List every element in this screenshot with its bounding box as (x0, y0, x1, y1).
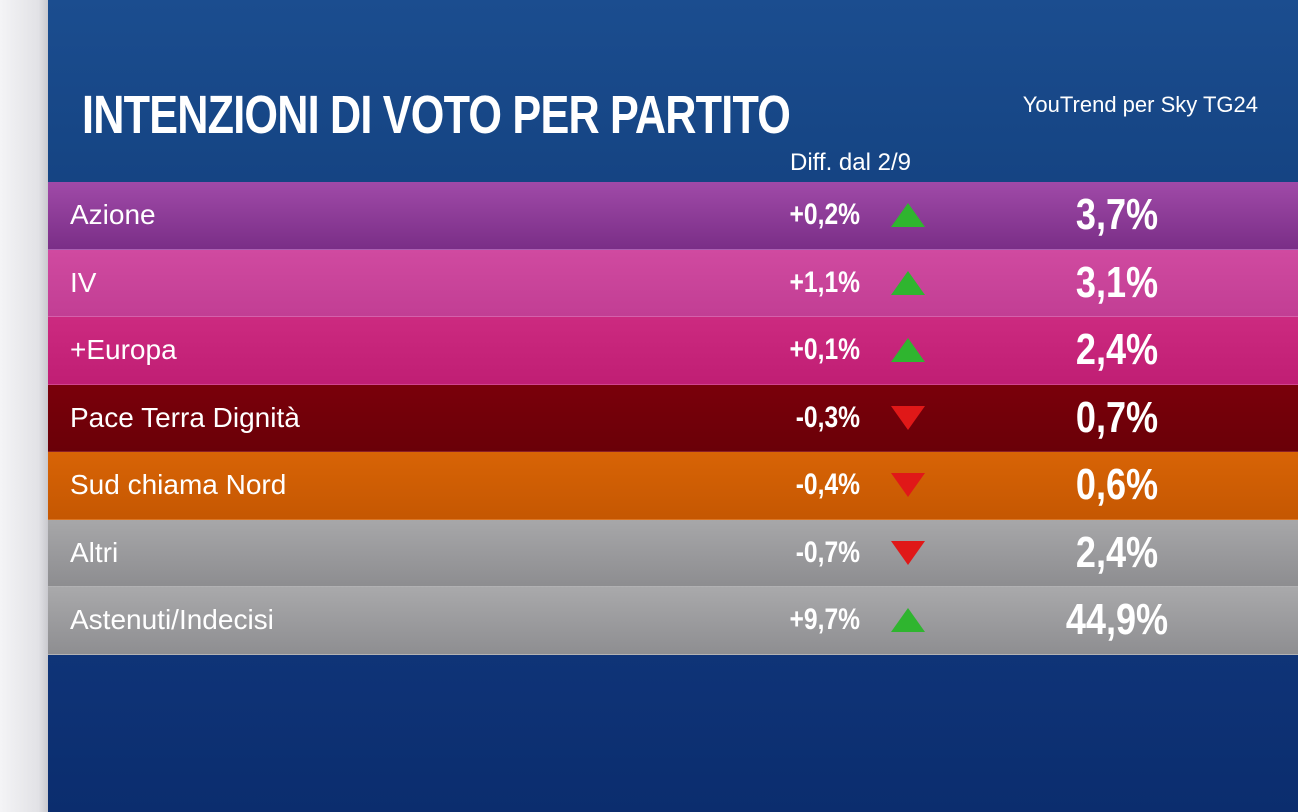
source-credit: YouTrend per Sky TG24 (1022, 92, 1258, 117)
triangle-up-shape (891, 608, 925, 633)
diff-value: +9,7% (789, 603, 860, 637)
triangle-up-shape (891, 338, 925, 363)
arrow-up-icon (891, 338, 925, 363)
arrow-down-icon (891, 473, 925, 498)
diff-value: +1,1% (789, 265, 860, 299)
triangle-down-shape (891, 540, 925, 565)
arrow-up-icon (891, 270, 925, 295)
vote-share-value: 44,9% (1065, 595, 1169, 645)
graphic-panel: INTENZIONI DI VOTO PER PARTITO YouTrend … (48, 0, 1298, 812)
party-name: IV (70, 266, 97, 298)
left-margin (0, 0, 48, 812)
party-table: Azione +0,2% 3,7% IV +1,1% 3,1% +Europa +0,1% 2,… (48, 182, 1298, 655)
vote-share-value: 0,7% (1075, 392, 1159, 442)
vote-share-value: 3,1% (1075, 257, 1159, 307)
diff-column-header: Diff. dal 2/9 (790, 149, 911, 176)
vote-share-value: 2,4% (1075, 527, 1159, 577)
vote-share-value: 2,4% (1075, 325, 1159, 375)
triangle-down-shape (891, 473, 925, 498)
triangle-up-shape (891, 270, 925, 295)
party-name: Sud chiama Nord (70, 469, 287, 501)
diff-value: -0,4% (795, 468, 860, 502)
vote-share-value: 0,6% (1075, 460, 1159, 510)
party-name: Pace Terra Dignità (70, 401, 300, 433)
table-row: Astenuti/Indecisi +9,7% 44,9% (48, 587, 1298, 655)
party-name: Altri (70, 536, 119, 568)
arrow-down-icon (891, 540, 925, 565)
chart-title: INTENZIONI DI VOTO PER PARTITO (82, 85, 791, 145)
table-row: Azione +0,2% 3,7% (48, 182, 1298, 250)
diff-value: -0,7% (795, 535, 860, 569)
table-row: +Europa +0,1% 2,4% (48, 317, 1298, 385)
arrow-up-icon (891, 203, 925, 228)
table-row: IV +1,1% 3,1% (48, 249, 1298, 317)
diff-value: -0,3% (795, 400, 860, 434)
diff-value: +0,2% (789, 198, 860, 232)
table-row: Pace Terra Dignità -0,3% 0,7% (48, 384, 1298, 452)
table-row: Altri -0,7% 2,4% (48, 519, 1298, 587)
diff-value: +0,1% (789, 333, 860, 367)
party-name: +Europa (70, 334, 177, 366)
triangle-down-shape (891, 405, 925, 430)
table-row: Sud chiama Nord -0,4% 0,6% (48, 452, 1298, 520)
arrow-up-icon (891, 608, 925, 633)
party-name: Azione (70, 199, 156, 231)
vote-share-value: 3,7% (1075, 190, 1159, 240)
party-name: Astenuti/Indecisi (70, 604, 274, 636)
arrow-down-icon (891, 405, 925, 430)
triangle-up-shape (891, 203, 925, 228)
